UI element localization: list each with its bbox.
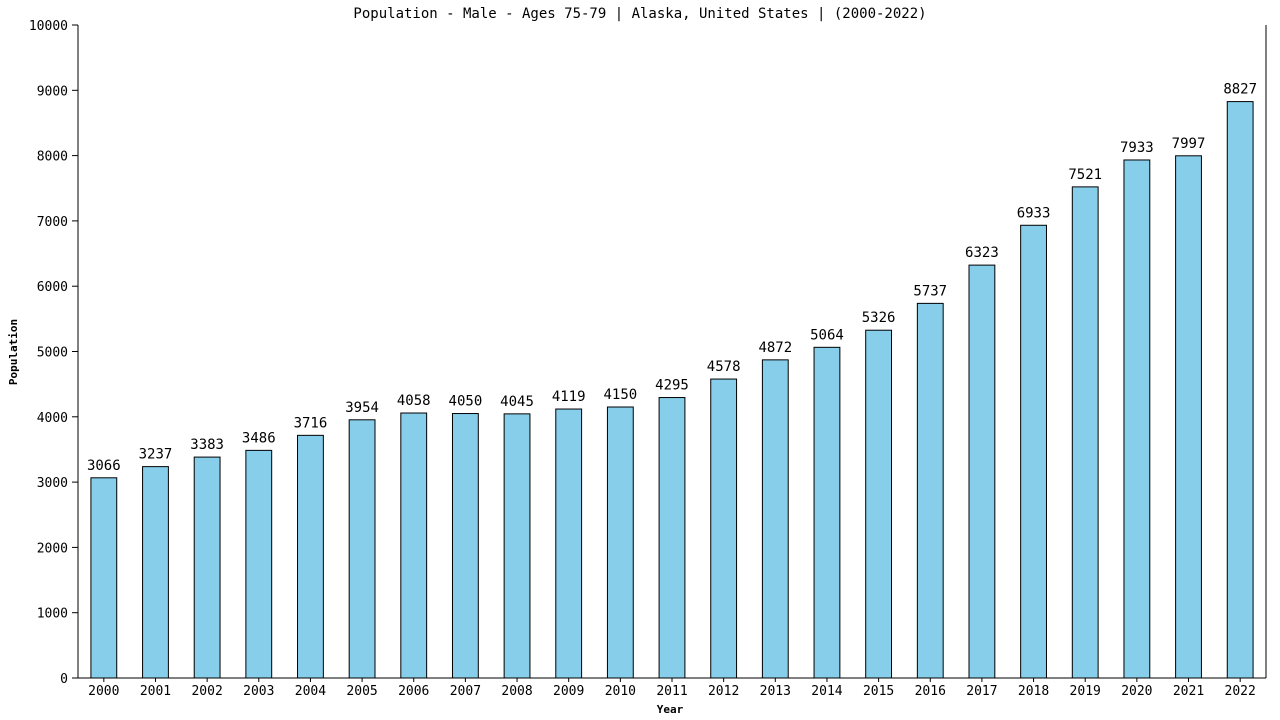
x-tick-label: 2020	[1121, 684, 1152, 699]
chart-title: Population - Male - Ages 75-79 | Alaska,…	[353, 6, 926, 22]
bars	[90, 101, 1254, 679]
x-tick-label: 2009	[553, 684, 584, 699]
bar	[451, 413, 479, 679]
x-tick-label: 2002	[191, 684, 222, 699]
y-tick-label: 6000	[37, 280, 68, 295]
x-tick-label: 2017	[966, 684, 997, 699]
x-tick-label: 2003	[243, 684, 274, 699]
x-axis: 2000 2001 2002 2003 2004 2005 2006 2007 2008 2009…	[78, 677, 1266, 699]
x-tick-label: 2010	[605, 684, 636, 699]
bar	[865, 329, 893, 679]
data-label: 3237	[139, 447, 173, 463]
bar	[1175, 155, 1202, 679]
bar	[968, 264, 996, 679]
bar	[90, 477, 118, 679]
data-label: 4058	[397, 393, 431, 409]
data-label: 5326	[862, 310, 896, 326]
data-label: 3954	[345, 400, 379, 416]
bar	[1071, 186, 1099, 679]
x-tick-label: 2005	[346, 684, 377, 699]
y-tick-label: 10000	[29, 19, 68, 34]
data-label: 3066	[87, 458, 121, 474]
y-tick-label: 4000	[37, 411, 68, 426]
data-label: 4578	[707, 359, 741, 375]
bar	[348, 419, 376, 679]
x-tick-label: 2015	[863, 684, 894, 699]
x-tick-label: 2021	[1173, 684, 1204, 699]
y-axis: 0 1000 2000 3000 4000 5000 6000 7000 8000 9000 100…	[29, 19, 1267, 687]
bar	[761, 359, 789, 679]
y-tick-label: 3000	[37, 476, 68, 491]
bar	[813, 346, 841, 679]
y-tick-label: 8000	[37, 150, 68, 165]
x-tick-label: 2000	[88, 684, 119, 699]
x-tick-label: 2011	[656, 684, 687, 699]
data-label: 4872	[758, 340, 792, 356]
data-label: 3383	[190, 437, 224, 453]
bar	[503, 413, 531, 679]
x-tick-label: 2016	[915, 684, 946, 699]
data-label: 7933	[1120, 140, 1154, 156]
bar	[606, 406, 634, 679]
x-tick-label: 2008	[501, 684, 532, 699]
data-label: 4050	[449, 394, 483, 410]
data-label: 4295	[655, 378, 689, 394]
x-tick-label: 2018	[1018, 684, 1049, 699]
bar	[297, 434, 324, 679]
bar	[245, 449, 273, 679]
x-axis-label: Year	[657, 703, 684, 716]
data-label: 7997	[1172, 136, 1206, 152]
data-label: 4045	[500, 394, 534, 410]
y-tick-label: 7000	[37, 215, 68, 230]
x-tick-label: 2004	[295, 684, 326, 699]
data-label: 4150	[603, 387, 637, 403]
bar	[142, 466, 169, 679]
y-tick-label: 1000	[37, 607, 68, 622]
x-tick-label: 2013	[760, 684, 791, 699]
y-tick-label: 5000	[37, 346, 68, 361]
data-label: 7521	[1068, 167, 1102, 183]
y-tick-label: 0	[60, 672, 68, 687]
bar	[658, 397, 686, 679]
y-tick-label: 9000	[37, 84, 68, 99]
data-label: 8827	[1223, 82, 1257, 98]
data-label: 5064	[810, 327, 844, 343]
y-tick-label: 2000	[37, 541, 68, 556]
x-tick-label: 2022	[1225, 684, 1256, 699]
data-label: 6323	[965, 245, 999, 261]
x-tick-label: 2001	[140, 684, 171, 699]
bar	[555, 408, 583, 679]
data-label: 5737	[913, 283, 947, 299]
data-labels: 3066 3237 3383 3486 3716 3954 4058 4050 4045 4119…	[87, 82, 1257, 474]
bar	[1226, 101, 1254, 679]
bar	[193, 456, 221, 679]
bar	[1020, 224, 1047, 679]
bar	[400, 412, 428, 679]
x-tick-label: 2007	[450, 684, 481, 699]
y-axis-label: Population	[7, 319, 20, 385]
x-tick-label: 2006	[398, 684, 429, 699]
bar	[1123, 159, 1151, 679]
data-label: 3716	[294, 415, 328, 431]
data-label: 4119	[552, 389, 586, 405]
bar	[916, 302, 944, 679]
x-tick-label: 2019	[1070, 684, 1101, 699]
bar	[710, 378, 738, 679]
x-tick-label: 2014	[811, 684, 842, 699]
data-label: 6933	[1017, 205, 1051, 221]
x-tick-label: 2012	[708, 684, 739, 699]
data-label: 3486	[242, 430, 276, 446]
